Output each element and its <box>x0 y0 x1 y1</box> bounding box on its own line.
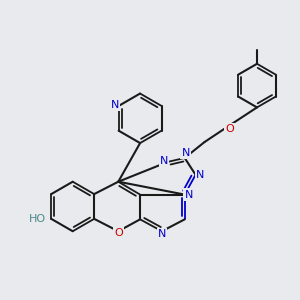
Text: N: N <box>196 170 205 180</box>
Text: N: N <box>184 190 193 200</box>
Text: N: N <box>160 156 168 166</box>
Text: O: O <box>225 124 234 134</box>
Text: N: N <box>182 148 190 158</box>
Text: HO: HO <box>29 214 46 224</box>
Text: N: N <box>158 229 166 239</box>
Text: N: N <box>110 100 119 110</box>
Text: O: O <box>114 228 123 238</box>
